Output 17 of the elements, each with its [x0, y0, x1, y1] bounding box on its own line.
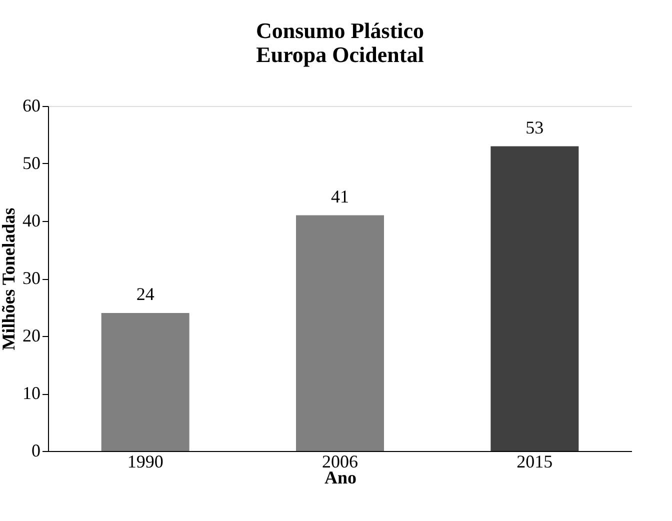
- data-label: 53: [526, 117, 544, 138]
- y-tick-label: 0: [32, 440, 40, 460]
- y-tick-label: 10: [22, 383, 40, 403]
- y-tick-label: 50: [22, 153, 40, 173]
- x-tick-label: 2015: [516, 452, 553, 472]
- chart-title: Consumo Plástico Europa Ocidental: [256, 18, 424, 67]
- y-tick-label: 40: [22, 210, 40, 230]
- data-label: 41: [331, 186, 349, 206]
- y-tick-label: 60: [22, 96, 40, 116]
- y-axis-title: Milhões Toneladas: [0, 208, 18, 350]
- data-label: 24: [136, 284, 154, 304]
- y-tick-label: 30: [22, 268, 40, 288]
- y-tick-label: 20: [22, 326, 40, 346]
- x-tick-label: 1990: [127, 452, 164, 472]
- bar: [101, 313, 190, 451]
- bar: [296, 215, 384, 451]
- bar: [490, 146, 579, 451]
